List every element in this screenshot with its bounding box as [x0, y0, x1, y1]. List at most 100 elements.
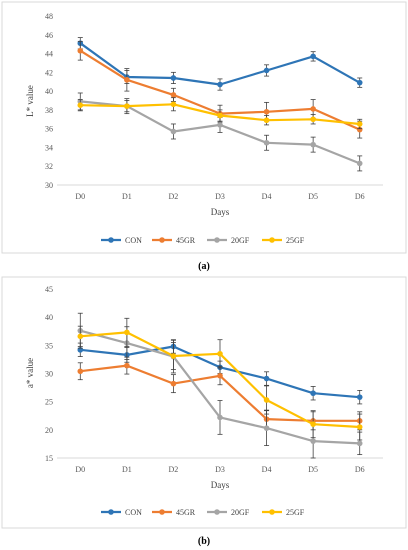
x-tick-label: D4	[262, 192, 272, 201]
data-point	[217, 414, 223, 421]
chart-b-y-axis-label: a* value	[25, 358, 35, 388]
y-tick-label: 45	[45, 285, 53, 294]
legend-item-45gr: 45GR	[152, 236, 196, 245]
legend-swatch-marker	[159, 237, 165, 243]
y-tick-label: 44	[45, 50, 53, 59]
chart-a-caption: (a)	[198, 261, 210, 272]
chart-b-series	[77, 312, 363, 459]
legend-label: CON	[125, 236, 142, 245]
chart-a-x-ticks: D0 D1 D2 D3 D4 D5 D6	[75, 192, 364, 201]
series-25gf	[77, 317, 363, 441]
legend-item-con: CON	[101, 508, 142, 517]
y-tick-label: 30	[45, 181, 53, 190]
legend-label: 45GR	[176, 236, 196, 245]
data-point	[217, 122, 223, 128]
data-point	[124, 103, 130, 109]
x-tick-label: D1	[122, 465, 132, 474]
legend-label: 45GR	[176, 508, 196, 517]
chart-a-series	[77, 37, 363, 172]
data-point	[356, 160, 363, 167]
y-tick-label: 20	[45, 426, 53, 435]
data-point	[310, 438, 316, 444]
legend-swatch-marker	[108, 509, 114, 515]
legend-item-20gf: 20GF	[207, 508, 250, 517]
chart-b-frame	[1, 276, 407, 529]
chart-b-x-axis-label: Days	[211, 480, 230, 490]
data-point	[263, 67, 270, 74]
data-point	[170, 75, 177, 81]
chart-a-x-axis-label: Days	[211, 207, 230, 217]
data-point	[356, 424, 363, 430]
legend-swatch-marker	[269, 509, 275, 515]
y-tick-label: 42	[45, 68, 53, 77]
x-tick-label: D6	[355, 465, 365, 474]
data-point	[170, 101, 177, 108]
x-tick-label: D0	[75, 192, 85, 201]
data-point	[310, 106, 316, 112]
chart-b-y-ticks: 15 20 25 30 35 40 45	[45, 285, 53, 463]
legend-item-20gf: 20GF	[207, 236, 250, 245]
chart-b-caption: (b)	[198, 536, 210, 547]
data-point	[356, 440, 363, 447]
y-tick-label: 30	[45, 370, 53, 379]
y-tick-label: 40	[45, 313, 53, 322]
y-tick-label: 38	[45, 106, 53, 115]
x-tick-label: D2	[169, 192, 179, 201]
data-point	[124, 362, 130, 369]
chart-a-legend: CON 45GR 20GF 25GF	[101, 236, 305, 245]
data-point	[217, 112, 223, 119]
chart-a: 30 32 34 36 38 40 42 44 46 48 D0 D1 D2 D3 D4 D5 D6 Days…	[1, 1, 407, 254]
data-point	[263, 397, 270, 403]
data-point	[170, 380, 177, 387]
legend-swatch-marker	[269, 237, 275, 243]
chart-a-y-axis-label: L* value	[25, 85, 35, 117]
legend-label: CON	[125, 508, 142, 517]
legend-item-25gf: 25GF	[262, 236, 305, 245]
legend-label: 25GF	[286, 508, 305, 517]
data-point	[310, 116, 316, 123]
x-tick-label: D6	[355, 192, 365, 201]
x-tick-label: D0	[75, 465, 85, 474]
data-point	[310, 421, 316, 428]
data-point	[124, 329, 130, 336]
data-point	[310, 53, 316, 60]
data-point	[310, 390, 316, 397]
y-tick-label: 15	[45, 454, 53, 463]
series-25gf	[77, 97, 363, 130]
y-tick-label: 40	[45, 87, 53, 96]
legend-label: 25GF	[286, 236, 305, 245]
data-point	[170, 128, 177, 135]
data-point	[77, 368, 84, 375]
data-point	[356, 121, 363, 127]
data-point	[217, 81, 223, 88]
y-tick-label: 48	[45, 12, 53, 21]
chart-b: 15 20 25 30 35 40 45 D0 D1 D2 D3 D4 D5 D6 Days a* va…	[1, 276, 407, 529]
data-point	[170, 92, 177, 98]
data-point	[356, 126, 363, 133]
data-point	[310, 141, 316, 148]
data-point	[217, 350, 223, 357]
y-tick-label: 35	[45, 341, 53, 350]
chart-b-x-ticks: D0 D1 D2 D3 D4 D5 D6	[75, 465, 364, 474]
legend-item-25gf: 25GF	[262, 508, 305, 517]
legend-swatch-marker	[214, 509, 220, 515]
x-tick-label: D5	[308, 465, 318, 474]
data-point	[263, 117, 270, 124]
y-tick-label: 36	[45, 125, 53, 134]
legend-swatch-marker	[108, 237, 114, 243]
data-point	[263, 425, 270, 431]
x-tick-label: D3	[215, 465, 225, 474]
x-tick-label: D1	[122, 192, 132, 201]
y-tick-label: 34	[45, 143, 53, 152]
chart-a-y-ticks: 30 32 34 36 38 40 42 44 46 48	[45, 12, 53, 190]
legend-item-45gr: 45GR	[152, 508, 196, 517]
legend-swatch-marker	[159, 509, 165, 515]
data-point	[356, 79, 363, 86]
data-point	[77, 102, 84, 108]
legend-swatch-marker	[214, 237, 220, 243]
legend-item-con: CON	[101, 236, 142, 245]
data-point	[263, 108, 270, 115]
x-tick-label: D5	[308, 192, 318, 201]
data-point	[77, 47, 84, 54]
legend-label: 20GF	[231, 508, 250, 517]
